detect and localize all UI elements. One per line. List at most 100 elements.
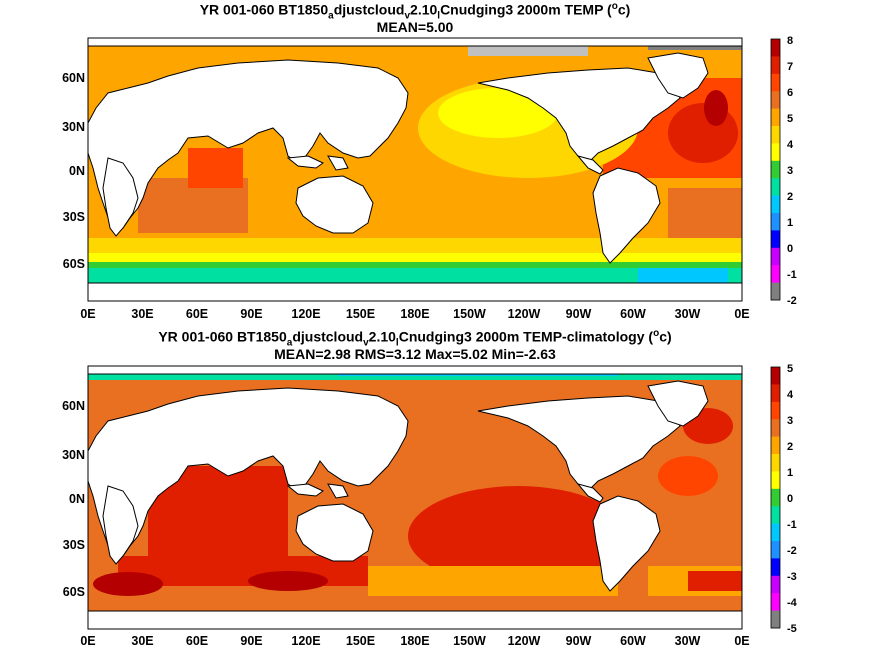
panel2-ylabel-30s: 30S [63,538,85,552]
colorbar-swatch [771,367,780,385]
colorbar-swatch [771,436,780,455]
svg-text:5: 5 [787,363,793,375]
colorbar-swatch [771,541,780,559]
panel1-xlabel: 0E [80,307,95,321]
colorbar-swatch [771,143,780,162]
panel2-title: YR 001-060 BT1850adjustcloudv2.10lCnudgi… [158,328,672,349]
colorbar-swatch [771,265,780,284]
svg-text:3: 3 [787,165,793,177]
panel1-xlabel: 30W [675,307,701,321]
panel2-ylabel-60s: 60S [63,585,85,599]
svg-text:-4: -4 [787,597,798,609]
colorbar-frame [770,38,781,301]
svg-text:2: 2 [787,191,793,203]
colorbar-swatch [771,610,780,629]
svg-text:3: 3 [787,415,793,427]
colorbar-swatch [771,593,780,612]
panel2-map [88,366,742,629]
panel2-ylabel-0n: 0N [69,492,85,506]
svg-text:8: 8 [787,35,793,47]
colorbar-swatch [771,126,780,144]
colorbar-swatch [771,471,780,490]
panel2-stats: MEAN=2.98 RMS=3.12 Max=5.02 Min=-2.63 [274,346,556,362]
colorbar-swatch [771,282,780,301]
colorbar-swatch [771,195,780,214]
svg-text:-3: -3 [787,571,797,583]
svg-text:-5: -5 [787,623,797,635]
panel1-xlabel: 0E [734,307,749,321]
panel1-ylabel-30s: 30S [63,210,85,224]
colorbar-swatch [771,91,780,110]
panel2-xlabel: 120W [508,634,541,648]
panel1-xlabel: 120W [508,307,541,321]
colorbar-swatch [771,488,780,507]
panel2-frame [87,365,743,630]
colorbar-swatch [771,401,780,420]
panel2-ylabel-30n: 30N [62,448,85,462]
colorbar-swatch [771,108,780,127]
panel1-frame [87,37,743,302]
svg-text:-1: -1 [787,519,797,531]
panel1-xlabel: 30E [131,307,153,321]
colorbar-swatch [771,213,780,231]
panel2-x-axis: 0E 30E 60E 90E 120E 150E 180E 150W 120W … [80,634,749,648]
svg-text:-2: -2 [787,545,797,557]
colorbar-swatch [771,419,780,438]
panel1-xlabel: 60W [620,307,646,321]
svg-text:0: 0 [787,243,793,255]
panel1-xlabel: 60E [186,307,208,321]
panel2-xlabel: 30W [675,634,701,648]
panel2-y-axis: 60N 30N 0N 30S 60S [62,399,85,599]
colorbar-swatch [771,454,780,472]
svg-text:0: 0 [787,493,793,505]
panel2-xlabel: 0E [80,634,95,648]
colorbar-swatch [771,230,780,249]
colorbar-swatch [771,73,780,92]
panel1-map [88,38,742,301]
panel2-xlabel: 0E [734,634,749,648]
panel2-xlabel: 150E [346,634,375,648]
panel1-xlabel: 90E [240,307,262,321]
panel1-ylabel-60n: 60N [62,71,85,85]
panel2-xlabel: 90E [240,634,262,648]
panel2-ylabel-60n: 60N [62,399,85,413]
panel2-xlabel: 30E [131,634,153,648]
colorbar-swatch [771,506,780,525]
panel1-xlabel: 90W [566,307,592,321]
colorbar-swatch [771,39,780,57]
svg-text:1: 1 [787,217,793,229]
colorbar-frame [770,366,781,629]
panel1-stats: MEAN=5.00 [376,19,454,35]
colorbar-swatch [771,384,780,403]
panel1-xlabel: 150W [453,307,486,321]
svg-text:7: 7 [787,61,793,73]
panel2-xlabel: 90W [566,634,592,648]
panel1-xlabel: 180E [400,307,429,321]
panel2-colorbar-labels: 5 4 3 2 1 0 -1 -2 -3 -4 -5 [787,363,798,635]
svg-text:-1: -1 [787,269,797,281]
svg-text:6: 6 [787,87,793,99]
colorbar-swatch [771,247,780,266]
svg-text:-2: -2 [787,295,797,307]
panel1-title: YR 001-060 BT1850adjustcloudv2.10lCnudgi… [199,1,631,22]
colorbar-swatch [771,575,780,594]
panel1-ylabel-30n: 30N [62,120,85,134]
panel1-xlabel: 150E [346,307,375,321]
panel2-xlabel: 120E [291,634,320,648]
panel1-x-axis: 0E 30E 60E 90E 120E 150E 180E 150W 120W … [80,307,749,321]
svg-text:4: 4 [787,139,794,151]
panel1-ylabel-0n: 0N [69,164,85,178]
colorbar-swatch [771,558,780,577]
panel1-colorbar-labels: 8 7 6 5 4 3 2 1 0 -1 -2 [787,35,797,307]
panel2-xlabel: 180E [400,634,429,648]
colorbar-swatch [771,523,780,542]
panel1-colorbar [770,38,781,301]
panel2-xlabel: 150W [453,634,486,648]
svg-text:2: 2 [787,441,793,453]
colorbar-swatch [771,178,780,197]
svg-text:5: 5 [787,113,793,125]
panel2-colorbar [770,366,781,629]
panel1-ylabel-60s: 60S [63,257,85,271]
panel1-y-axis: 60N 30N 0N 30S 60S [62,71,85,271]
